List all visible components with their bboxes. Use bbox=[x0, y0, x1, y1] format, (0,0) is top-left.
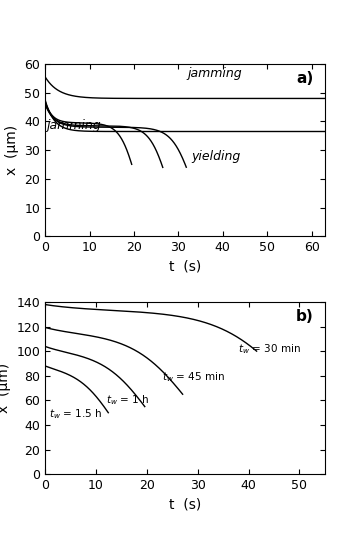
Text: a): a) bbox=[296, 71, 314, 86]
Y-axis label: x  (μm): x (μm) bbox=[0, 363, 11, 413]
Text: jamming: jamming bbox=[47, 119, 101, 132]
Text: $t_w$ = 30 min: $t_w$ = 30 min bbox=[238, 342, 301, 356]
Text: $t_w$ = 45 min: $t_w$ = 45 min bbox=[162, 370, 225, 384]
X-axis label: t  (s): t (s) bbox=[169, 260, 201, 274]
Text: yielding: yielding bbox=[192, 150, 241, 163]
Text: jamming: jamming bbox=[187, 67, 242, 80]
Text: b): b) bbox=[296, 309, 314, 324]
Text: $t_w$ = 1.5 h: $t_w$ = 1.5 h bbox=[49, 408, 102, 422]
Text: $t_w$ = 1 h: $t_w$ = 1 h bbox=[106, 393, 149, 407]
Y-axis label: x  (μm): x (μm) bbox=[5, 125, 19, 175]
X-axis label: t  (s): t (s) bbox=[169, 498, 201, 512]
